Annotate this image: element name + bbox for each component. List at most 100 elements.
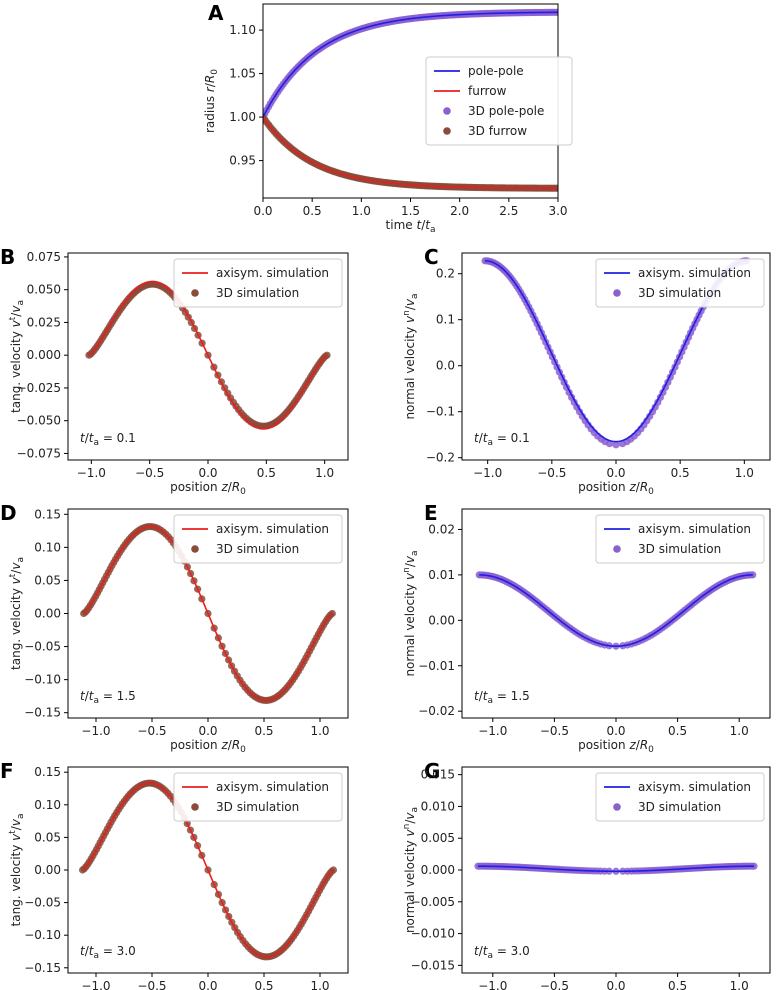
legend-marker-swatch [191, 289, 199, 297]
series-3d-simulation [475, 571, 757, 650]
x-tick-label: 1.0 [730, 979, 749, 990]
y-tick-label: 0.2 [436, 267, 455, 281]
y-tick-label: −0.025 [17, 381, 61, 395]
plot-area [80, 522, 336, 705]
series-axisym-simulation-line [88, 280, 328, 430]
legend: axisym. simulation 3D simulation [173, 514, 343, 564]
panel-letter: B [0, 245, 15, 269]
y-tick-label: 0.075 [27, 250, 61, 264]
data-point [749, 571, 757, 579]
y-tick-label: 0.01 [428, 568, 455, 582]
x-axis-label: position z/R0 [170, 738, 246, 755]
y-tick-label: 0.05 [34, 830, 61, 844]
y-tick-label: 0.010 [421, 799, 455, 813]
y-tick-label: 0.005 [421, 831, 455, 845]
x-tick-label: 0.5 [668, 979, 687, 990]
legend: axisym. simulation 3D simulation [595, 258, 765, 308]
x-tick-label: −1.0 [478, 979, 507, 990]
y-tick-label: 1.05 [229, 67, 256, 81]
x-axis-label: position z/R0 [170, 480, 246, 497]
plot-area [85, 280, 331, 430]
y-tick-label: 0.00 [428, 613, 455, 627]
legend-entry-label: 3D simulation [638, 286, 721, 300]
legend-box [595, 258, 765, 308]
y-axis-label: tang. velocity vt/va [8, 814, 26, 927]
y-tick-label: 1.00 [229, 110, 256, 124]
y-tick-label: 0.0 [436, 359, 455, 373]
y-tick-label: 0.00 [34, 607, 61, 621]
y-tick-label: −0.015 [411, 958, 455, 972]
legend-entry-label: 3D simulation [216, 800, 299, 814]
panel-g: G −1.0 −0.5 0.0 0.5 1.0 −0.015 −0.010 −0.005 0.00… [402, 759, 771, 990]
legend-marker-swatch [443, 127, 451, 135]
y-tick-label: 0.1 [436, 313, 455, 327]
time-annotation: t/ta = 3.0 [80, 944, 136, 961]
panel-a: A 0.0 0.5 1.0 1.5 2.0 2.5 3.0 0.95 1.00 1.05 1.10 ti… [203, 1, 573, 235]
x-tick-label: 1.0 [352, 204, 371, 218]
x-tick-label: 3.0 [548, 204, 567, 218]
x-tick-label: −0.5 [540, 724, 569, 738]
legend-entry-label: furrow [468, 84, 507, 98]
legend-box [173, 514, 343, 564]
y-tick-label: −0.05 [24, 896, 61, 910]
y-tick-label: 0.10 [34, 798, 61, 812]
y-tick-label: 0.95 [229, 154, 256, 168]
y-axis-label: normal velocity vn/va [402, 807, 420, 933]
x-tick-label: 2.5 [499, 204, 518, 218]
plot-area [474, 862, 758, 875]
x-axis-label: position z/R0 [578, 738, 654, 755]
time-annotation: t/ta = 1.5 [80, 689, 136, 706]
time-annotation: t/ta = 0.1 [474, 431, 530, 448]
legend-entry-label: 3D simulation [638, 800, 721, 814]
x-axis-label: time t/ta [386, 218, 436, 235]
series-axisym-simulation-line [479, 574, 753, 648]
panel-d: D −1.0 −0.5 0.0 0.5 1.0 −0.15 −0.10 −0.05 0.00 0.0… [0, 501, 349, 755]
legend-marker-swatch [613, 289, 621, 297]
y-tick-label: 0.02 [428, 522, 455, 536]
y-axis-label: tang. velocity vt/va [8, 557, 26, 670]
y-tick-label: −0.02 [418, 704, 455, 718]
x-tick-label: 0.0 [606, 724, 625, 738]
x-tick-label: −1.0 [478, 724, 507, 738]
panel-letter: D [0, 501, 17, 525]
time-annotation: t/ta = 3.0 [474, 944, 530, 961]
data-point [605, 440, 614, 448]
series-3d-simulation [474, 862, 758, 875]
y-axis-label: normal velocity vn/va [402, 293, 420, 419]
x-tick-label: 0.5 [668, 724, 687, 738]
series-axisym-simulation-line [82, 782, 334, 958]
series-furrow-line [263, 116, 558, 190]
x-tick-label: 0.5 [303, 204, 322, 218]
panel-letter: C [424, 245, 439, 269]
x-tick-label: −0.5 [537, 466, 566, 480]
panel-letter: A [208, 1, 224, 25]
y-tick-label: 1.10 [229, 23, 256, 37]
x-tick-label: 0.5 [254, 979, 273, 990]
y-tick-label: −0.01 [418, 659, 455, 673]
y-tick-label: −0.05 [24, 640, 61, 654]
x-tick-label: 0.0 [606, 979, 625, 990]
legend-box [425, 56, 573, 146]
legend-entry-label: 3D furrow [468, 124, 527, 138]
legend: axisym. simulation 3D simulation [173, 258, 343, 308]
y-tick-label: −0.15 [24, 706, 61, 720]
x-tick-label: 1.5 [401, 204, 420, 218]
legend-entry-label: axisym. simulation [638, 266, 751, 280]
legend-box [595, 514, 765, 564]
legend-entry-label: 3D simulation [638, 542, 721, 556]
y-tick-label: 0.15 [34, 507, 61, 521]
x-tick-label: −1.0 [473, 466, 502, 480]
legend-entry-label: pole-pole [468, 64, 524, 78]
legend-box [173, 772, 343, 822]
x-tick-label: 1.0 [735, 466, 754, 480]
y-tick-label: 0.025 [27, 315, 61, 329]
y-tick-label: −0.010 [411, 927, 455, 941]
legend-entry-label: 3D pole-pole [468, 104, 544, 118]
legend-entry-label: axisym. simulation [638, 780, 751, 794]
y-axis-label: normal velocity vn/va [402, 550, 420, 676]
x-tick-label: −1.0 [81, 724, 110, 738]
series-axisym-simulation-line [478, 865, 754, 873]
legend-marker-swatch [613, 545, 621, 553]
legend-box [595, 772, 765, 822]
